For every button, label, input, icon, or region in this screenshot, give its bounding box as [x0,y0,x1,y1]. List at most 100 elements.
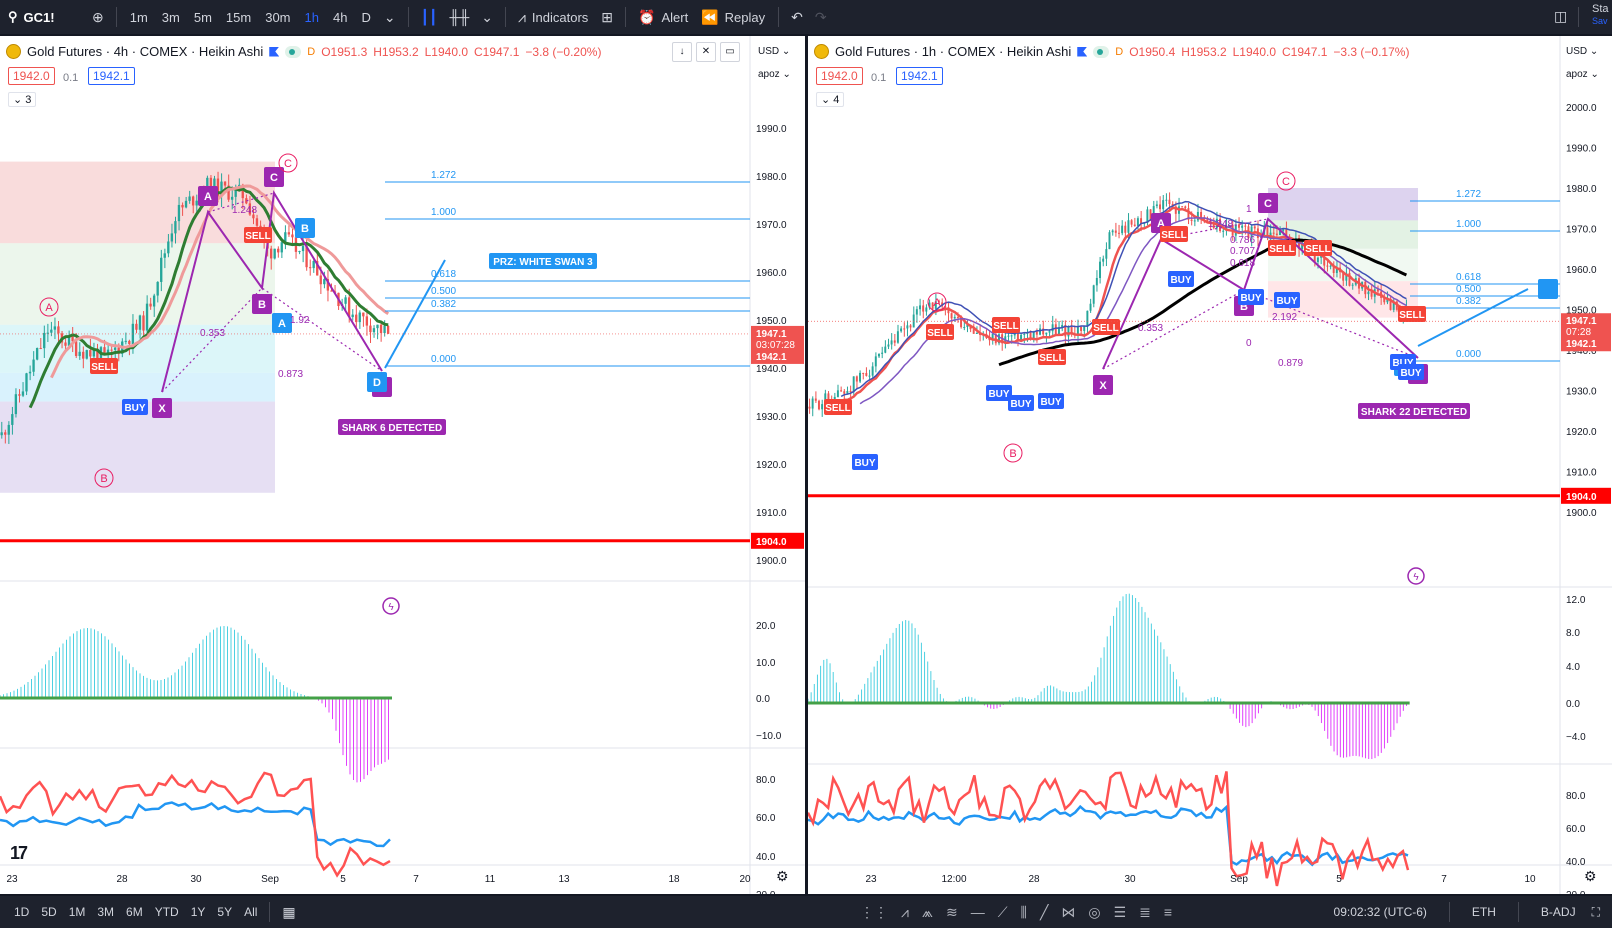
candle-body [1010,335,1013,337]
unit-select[interactable]: apoz ⌄ [1566,69,1599,80]
price-tick-label: 1980.0 [756,172,787,183]
session-toggle[interactable]: ETH [1471,905,1496,919]
calendar-icon[interactable]: ▦ [282,903,296,920]
maximize-icon[interactable]: ⛶ [1591,904,1600,919]
currency-select[interactable]: USD ⌄ [1566,46,1599,57]
arrow-down-icon[interactable]: ↓ [672,42,692,62]
interval-3m[interactable]: 3m [161,9,180,25]
chart-canvas-left[interactable]: 1990.0 1980.0 1970.0 1960.0 1950.0 1940.0 1930… [0,36,805,894]
candle-body [383,325,386,334]
abc-pattern-icon[interactable]: ⩕ [921,903,933,920]
sell-price-box[interactable]: 1942.0 [8,67,55,85]
drawing-tools: ⋮⋮ ⩘ ⩕ ≋ — ⟋ ⫼ ╱ ⋈ ◎ ☰ ≣ ≡ [860,896,1172,928]
save-area[interactable]: Sta Sav [1592,3,1609,27]
unit-select[interactable]: apoz ⌄ [758,69,791,80]
fib-icon[interactable]: ⫼ [1020,903,1027,920]
maximize-icon[interactable]: ✕ [696,42,716,62]
bottom-toolbar: 1D 5D 1M 3M 6M YTD 1Y 5Y All ▦ ⋮⋮ ⩘ ⩕ ≋ … [0,896,1612,928]
flag-icon[interactable] [1077,46,1088,57]
replay-icon[interactable]: ⏪ [701,8,719,25]
horizontal-line-icon[interactable]: — [970,904,985,920]
range-ytd[interactable]: YTD [154,905,179,919]
templates-icon[interactable]: ⊞ [601,8,614,25]
cycle-icon[interactable]: ◎ [1088,903,1101,920]
parallel-channel-icon[interactable]: ≋ [945,903,958,920]
elliott-wave-icon[interactable]: ⩘ [901,903,909,920]
fib-channel-icon[interactable]: ≣ [1139,903,1151,920]
candle-body [21,391,25,396]
interval-4h[interactable]: 4h [332,9,348,25]
candle-body [881,352,884,354]
interval-30m[interactable]: 30m [265,9,291,25]
range-5y[interactable]: 5Y [217,905,233,919]
candle-body [167,241,170,254]
range-1y[interactable]: 1Y [190,905,206,919]
add-symbol-icon[interactable]: ⊕ [92,8,104,25]
candle-body [103,347,106,353]
layout-icon[interactable]: ◫ [1554,8,1568,24]
range-3m[interactable]: 3M [97,905,115,919]
candle-body [919,305,921,310]
indicators-button[interactable]: Indicators [531,9,589,25]
undo-icon[interactable]: ↶ [791,8,803,25]
replay-button[interactable]: Replay [724,9,766,25]
interval-d[interactable]: D [361,9,371,25]
adjustment-toggle[interactable]: B-ADJ [1540,905,1576,919]
chart-canvas-right[interactable]: 2000.0 1990.0 1980.0 1970.0 1960.0 1950.0 1940… [808,36,1612,894]
chart-pane-left[interactable]: 1990.0 1980.0 1970.0 1960.0 1950.0 1940.0 1930… [0,36,805,894]
studies-toggle[interactable]: ⌄ 4 [816,92,845,107]
pitchfork-icon[interactable]: ≡ [1163,904,1173,920]
redo-icon[interactable]: ↷ [814,8,827,25]
candle-body [67,335,71,346]
price-tick-label: 1990.0 [756,124,787,135]
alert-button[interactable]: Alert [661,9,689,25]
sell-signal-label: SELL [1039,353,1065,364]
range-5d[interactable]: 5D [41,905,57,919]
buy-signal-label: BUY [1010,399,1031,410]
bars-icon[interactable]: ╫╫ [449,9,470,25]
indicators-icon[interactable]: ⩘ [518,8,526,25]
candle-body [355,314,358,323]
range-1d[interactable]: 1D [14,905,30,919]
candle-body [362,312,365,317]
interval-1m[interactable]: 1m [129,9,148,25]
buy-price-box[interactable]: 1942.1 [88,67,135,85]
price-tick-label: 1920.0 [756,460,787,471]
osc-tick-label: 8.0 [1566,628,1580,639]
pattern-point-c: C [1264,198,1272,210]
currency-select[interactable]: USD ⌄ [758,46,791,57]
range-1m[interactable]: 1M [68,905,86,919]
interval-1h[interactable]: 1h [304,9,319,25]
alarm-icon[interactable]: ⏰ [638,8,656,25]
xabcd-icon[interactable]: ⋈ [1061,903,1076,920]
window-icon[interactable]: ▭ [720,42,740,62]
ray-icon[interactable]: ╱ [1039,903,1049,920]
range-all[interactable]: All [244,905,258,919]
last-price-box [1561,313,1611,352]
flag-icon[interactable] [269,46,280,57]
fib-level-label: 0.000 [431,354,456,365]
clock[interactable]: 09:02:32 (UTC-6) [1333,905,1427,919]
symbol-search[interactable]: ⚲ GC1! [0,9,86,25]
range-6m[interactable]: 6M [126,905,143,919]
sell-price-box[interactable]: 1942.0 [816,67,863,85]
gear-icon[interactable]: ⚙ [1584,868,1597,884]
interval-15m[interactable]: 15m [225,9,252,25]
buy-signal-label-box [1274,292,1300,308]
candle-body [96,350,99,364]
chevron-down-icon[interactable]: ⌄ [383,8,396,25]
gear-icon[interactable]: ⚙ [776,868,789,884]
sell-signal-label-box [1092,319,1120,335]
chevron-down-icon[interactable]: ⌄ [481,8,494,25]
studies-toggle[interactable]: ⌄ 3 [8,92,37,107]
candles-icon[interactable]: ┃┃ [420,8,438,25]
chart-pane-right[interactable]: 2000.0 1990.0 1980.0 1970.0 1960.0 1950.0 1940… [808,36,1612,894]
interval-5m[interactable]: 5m [193,9,212,25]
trend-line-icon[interactable]: ⟋ [997,903,1008,920]
buy-price-box[interactable]: 1942.1 [896,67,943,85]
candle-body [1383,297,1386,303]
regression-icon[interactable]: ☰ [1113,903,1127,920]
time-tick-label: Sep [261,874,279,885]
candle-body [1275,233,1278,235]
candle-body [906,325,909,329]
